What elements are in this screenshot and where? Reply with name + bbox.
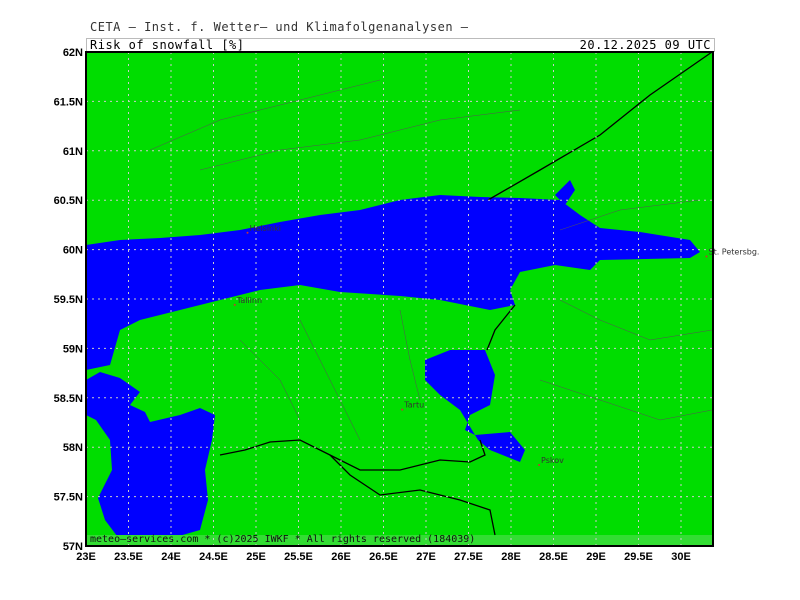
lon-label: 28.5E xyxy=(539,551,568,563)
estonia-russia-border xyxy=(219,304,516,471)
city-marker xyxy=(233,303,236,306)
lon-label: 27.5E xyxy=(454,551,483,563)
lon-label: 25E xyxy=(246,551,266,563)
lon-label: 23E xyxy=(76,551,96,563)
parameter-title: Risk_of_snowfall_[%] xyxy=(90,38,245,52)
lat-label: 60.5N xyxy=(54,195,83,207)
city-label: Tallinn xyxy=(236,296,262,305)
lon-label: 27E xyxy=(416,551,436,563)
city-label: Helsinki xyxy=(250,224,281,233)
city-marker xyxy=(401,408,404,411)
city-label: Pskov xyxy=(541,456,564,465)
latvia-russia-border xyxy=(329,454,496,536)
lat-label: 60N xyxy=(63,245,83,257)
lat-label: 58N xyxy=(63,442,83,454)
lat-label: 57N xyxy=(63,541,83,553)
lat-label: 57.5N xyxy=(54,492,83,504)
city-marker xyxy=(705,255,708,258)
city-label: Tartu xyxy=(403,401,424,410)
axis-labels: 23E 23.5E 24E 24.5E 25E 25.5E 26E 26.5E 27E 27.5E… xyxy=(54,47,691,563)
city-marker xyxy=(246,231,249,234)
lon-label: 26E xyxy=(331,551,351,563)
title-bar: Risk_of_snowfall_[%] 20.12.2025 09 UTC xyxy=(86,38,715,52)
lon-label: 28E xyxy=(501,551,521,563)
lon-label: 24.5E xyxy=(199,551,228,563)
lon-label: 24E xyxy=(161,551,181,563)
lat-label: 61.5N xyxy=(54,96,83,108)
lat-label: 59N xyxy=(63,343,83,355)
graticule xyxy=(86,52,713,546)
city-marker xyxy=(538,463,541,466)
lat-label: 62N xyxy=(63,47,83,59)
water-bodies xyxy=(86,180,700,540)
lake-peipus xyxy=(425,350,525,462)
gulf-of-finland xyxy=(86,195,700,370)
lat-label: 61N xyxy=(63,146,83,158)
city-label: St. Petersbg. xyxy=(709,248,760,257)
copyright-text: meteo–services.com * (c)2025 IWKF * All … xyxy=(90,534,476,545)
institute-title: CETA – Inst. f. Wetter– und Klimafolgena… xyxy=(90,20,469,34)
lon-label: 29E xyxy=(586,551,606,563)
datetime: 20.12.2025 09 UTC xyxy=(579,38,711,52)
lon-label: 25.5E xyxy=(284,551,313,563)
lon-label: 23.5E xyxy=(114,551,143,563)
cities: Helsinki Tallinn Tartu Pskov St. Petersbg. xyxy=(233,224,760,466)
borders xyxy=(219,51,713,536)
lat-label: 58.5N xyxy=(54,393,83,405)
regional-borders xyxy=(149,79,713,441)
footer-bar xyxy=(86,535,713,546)
lon-label: 30E xyxy=(671,551,691,563)
map-frame xyxy=(85,51,714,547)
lon-label: 29.5E xyxy=(624,551,653,563)
lon-label: 26.5E xyxy=(369,551,398,563)
lake-ladoga xyxy=(555,180,575,205)
finland-russia-border xyxy=(487,51,713,201)
baltic-sea-west xyxy=(86,372,215,540)
lat-label: 59.5N xyxy=(54,294,83,306)
